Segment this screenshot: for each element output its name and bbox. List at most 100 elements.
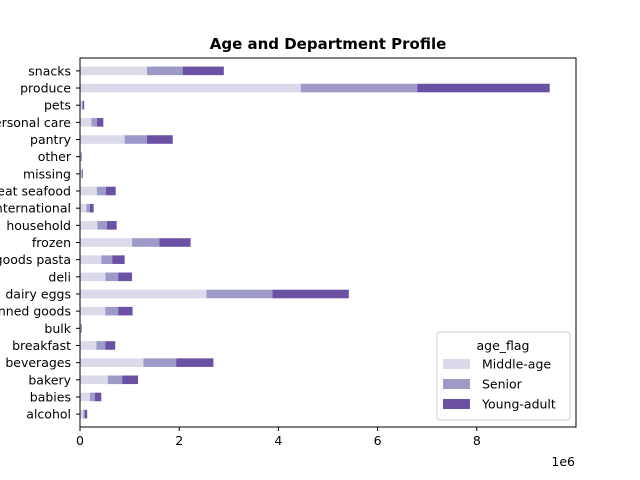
bar-missing-young-adult xyxy=(82,169,83,179)
bar-bulk-young-adult xyxy=(81,324,82,333)
bar-deli-senior xyxy=(105,272,119,282)
bar-produce-senior xyxy=(300,83,418,93)
bar-personal-care-young-adult xyxy=(96,118,104,127)
bar-beverages-senior xyxy=(143,358,177,367)
x-tick-label: 2 xyxy=(175,433,183,448)
y-tick-label: personal care xyxy=(0,115,71,130)
bar-babies-middle-age xyxy=(80,392,90,402)
y-tick-label: missing xyxy=(23,166,71,181)
y-tick-label: bakery xyxy=(28,372,71,387)
bar-pantry-senior xyxy=(124,135,147,144)
bar-alcohol-senior xyxy=(83,409,85,419)
bar-bakery-senior xyxy=(107,375,123,385)
bar-snacks-middle-age xyxy=(80,66,147,76)
bar-pantry-middle-age xyxy=(80,135,125,144)
y-tick-label: deli xyxy=(48,269,71,284)
legend-title: age_flag xyxy=(476,338,529,353)
bar-breakfast-young-adult xyxy=(105,341,116,350)
x-tick-label: 8 xyxy=(473,433,481,448)
bar-dry-goods-pasta-middle-age xyxy=(80,255,102,264)
bar-meat-seafood-middle-age xyxy=(80,186,97,196)
bar-breakfast-senior xyxy=(96,341,106,350)
bar-beverages-middle-age xyxy=(80,358,144,367)
bar-produce-young-adult xyxy=(417,83,550,93)
bar-babies-young-adult xyxy=(94,392,102,402)
y-axis: alcohol babies bakery beverages breakfast bul… xyxy=(0,63,80,422)
bar-household-middle-age xyxy=(80,221,98,230)
bar-other-young-adult xyxy=(81,152,82,161)
bar-personal-care-senior xyxy=(91,118,97,127)
legend-swatch-young-adult xyxy=(443,399,470,409)
y-tick-label: beverages xyxy=(5,355,71,370)
bar-canned-goods-young-adult xyxy=(118,306,133,316)
y-tick-label: pantry xyxy=(30,132,72,147)
bar-deli-middle-age xyxy=(80,272,106,282)
bar-deli-young-adult xyxy=(118,272,133,282)
bar-dairy-eggs-senior xyxy=(206,289,273,299)
legend-label-middle-age: Middle-age xyxy=(482,357,551,372)
bar-frozen-senior xyxy=(132,238,160,247)
bar-household-senior xyxy=(97,221,107,230)
bar-other-senior xyxy=(80,152,82,161)
bar-pets-young-adult xyxy=(82,100,85,110)
legend-label-young-adult: Young-adult xyxy=(481,397,556,412)
x-tick-label: 4 xyxy=(274,433,282,448)
bar-frozen-middle-age xyxy=(80,238,133,247)
bar-bakery-young-adult xyxy=(122,375,139,385)
bar-babies-senior xyxy=(89,392,95,402)
bar-pets-middle-age xyxy=(80,100,82,110)
bar-snacks-senior xyxy=(146,66,183,76)
bar-international-young-adult xyxy=(89,203,94,213)
bar-frozen-young-adult xyxy=(159,238,191,247)
bar-meat-seafood-senior xyxy=(96,186,106,196)
legend-frame xyxy=(436,331,571,421)
bar-personal-care-middle-age xyxy=(80,118,92,127)
x-tick-label: 6 xyxy=(374,433,382,448)
bar-canned-goods-senior xyxy=(105,306,119,316)
y-tick-label: bulk xyxy=(44,321,71,336)
bar-meat-seafood-young-adult xyxy=(105,186,116,196)
y-tick-label: dairy eggs xyxy=(5,286,71,301)
bar-international-senior xyxy=(86,203,90,213)
legend-label-senior: Senior xyxy=(482,377,523,392)
bar-dairy-eggs-middle-age xyxy=(80,289,207,299)
y-tick-label: canned goods xyxy=(0,304,71,319)
bar-international-middle-age xyxy=(80,203,87,213)
y-tick-label: meat seafood xyxy=(0,184,71,199)
bars-group xyxy=(80,66,550,419)
bar-dairy-eggs-young-adult xyxy=(272,289,349,299)
y-tick-label: babies xyxy=(30,389,71,404)
legend-swatch-senior xyxy=(443,379,470,389)
y-tick-label: pets xyxy=(44,98,71,113)
bar-breakfast-middle-age xyxy=(80,341,97,350)
bar-dry-goods-pasta-senior xyxy=(101,255,113,264)
bar-snacks-young-adult xyxy=(182,66,224,76)
bar-canned-goods-middle-age xyxy=(80,306,106,316)
bar-missing-senior xyxy=(81,169,83,179)
bar-household-young-adult xyxy=(106,221,117,230)
bar-alcohol-young-adult xyxy=(84,409,88,419)
y-tick-label: other xyxy=(38,149,72,164)
legend-swatch-middle-age xyxy=(443,359,470,369)
bar-pets-senior xyxy=(81,100,83,110)
legend: age_flag Middle-age Senior Young-adult xyxy=(436,331,571,421)
bar-beverages-young-adult xyxy=(176,358,214,367)
bar-alcohol-middle-age xyxy=(80,409,84,419)
plot-frame xyxy=(79,57,577,428)
y-tick-label: international xyxy=(0,201,71,216)
y-tick-label: snacks xyxy=(28,63,71,78)
y-tick-label: produce xyxy=(20,81,71,96)
chart-title: Age and Department Profile xyxy=(210,35,447,53)
y-tick-label: breakfast xyxy=(12,338,71,353)
y-tick-label: alcohol xyxy=(26,407,71,422)
y-tick-label: dry goods pasta xyxy=(0,252,71,267)
x-tick-label: 0 xyxy=(76,433,84,448)
bar-dry-goods-pasta-young-adult xyxy=(112,255,125,264)
x-offset-label: 1e6 xyxy=(551,454,575,469)
y-tick-label: frozen xyxy=(32,235,71,250)
bar-missing-middle-age xyxy=(80,169,82,179)
bar-bakery-middle-age xyxy=(80,375,108,385)
y-tick-label: household xyxy=(6,218,71,233)
x-axis: 0 2 4 6 8 xyxy=(76,427,481,448)
